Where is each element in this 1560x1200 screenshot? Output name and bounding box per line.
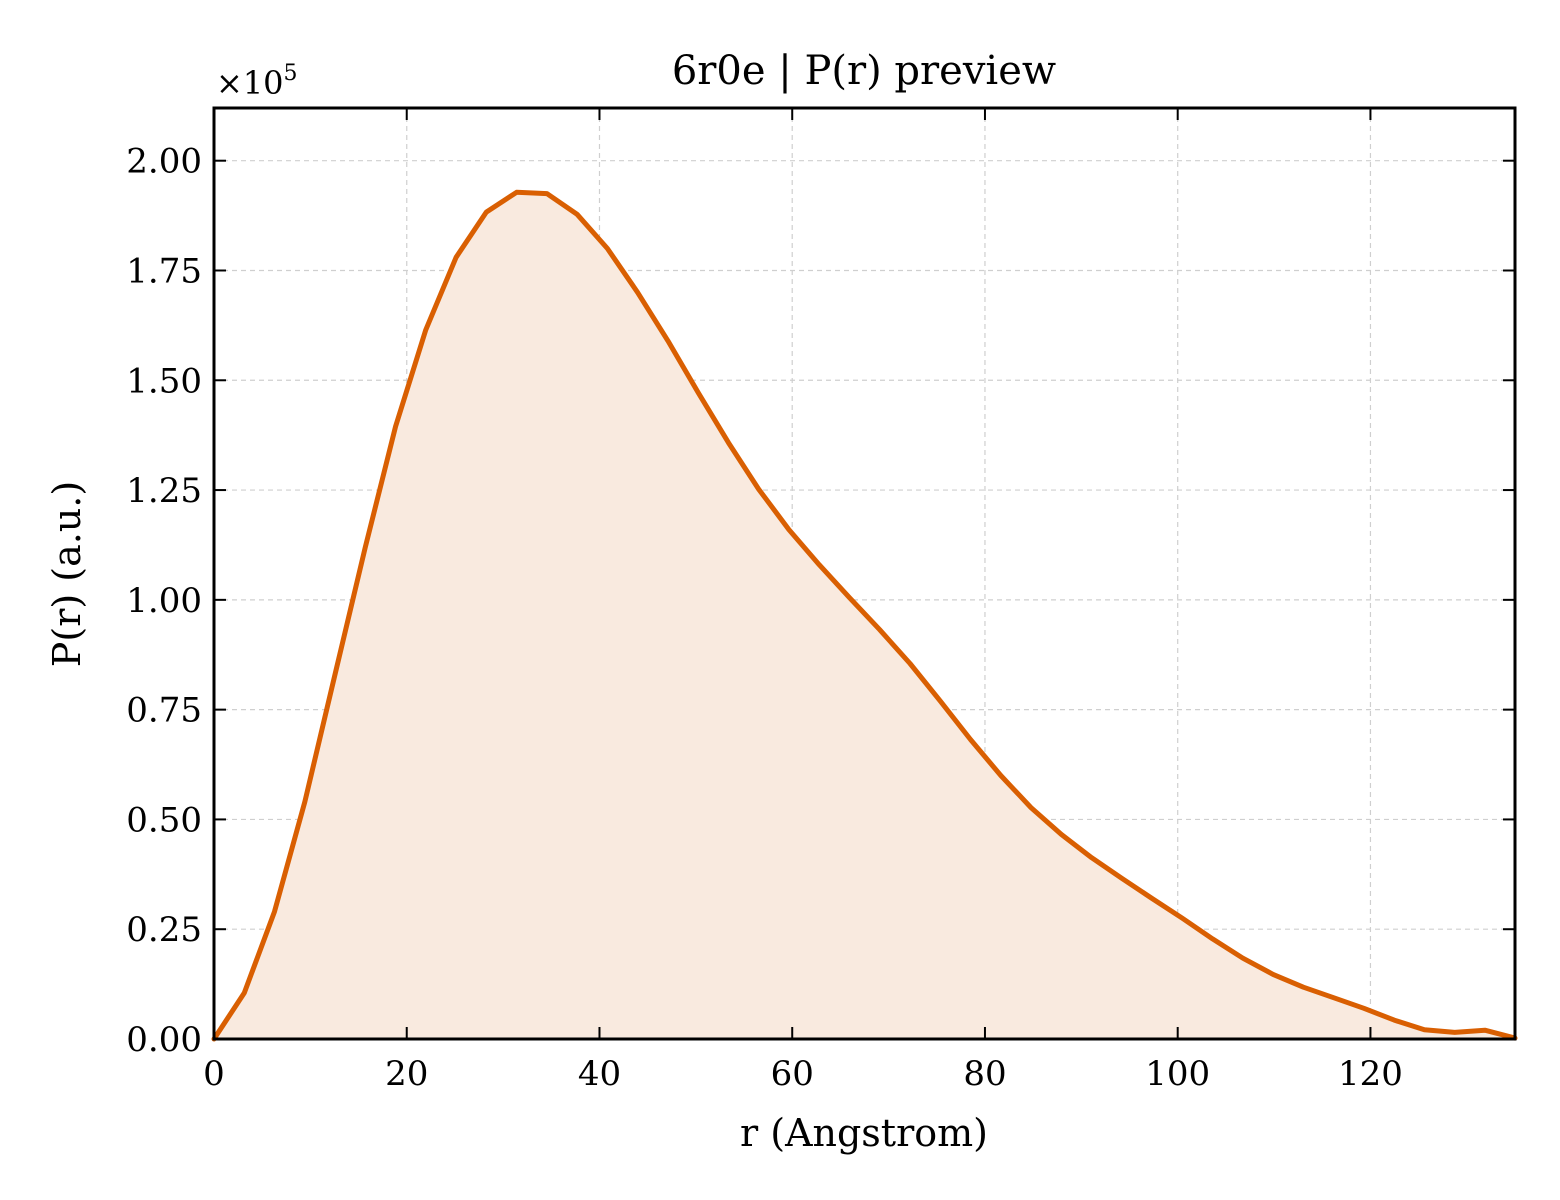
pr-line (211, 189, 1518, 1042)
x-tick-label: 120 (1338, 1054, 1403, 1094)
x-tick-label: 80 (963, 1054, 1006, 1094)
y-tick-label: 1.50 (126, 361, 202, 401)
y-offset-exponent: 5 (284, 61, 298, 86)
y-tick-label: 0.75 (126, 691, 202, 731)
chart-title: 6r0e | P(r) preview (672, 48, 1056, 94)
y-tick-label: 1.25 (126, 471, 202, 511)
y-axis-title: P(r) (a.u.) (45, 481, 89, 667)
plot-frame (212, 106, 1517, 1041)
y-offset-label: ×105 (216, 61, 298, 102)
y-offset-base: ×10 (216, 64, 284, 102)
y-tick-label: 0.25 (126, 910, 202, 950)
x-tick-label: 100 (1145, 1054, 1210, 1094)
y-tick-label: 0.00 (126, 1020, 202, 1060)
y-tick-labels: 0.00 0.25 0.50 0.75 1.00 1.25 1.50 1.75 2.00 (126, 142, 202, 1060)
x-tick-label: 0 (203, 1054, 225, 1094)
y-tick-label: 1.75 (126, 251, 202, 291)
x-tick-labels: 0 20 40 60 80 100 120 (203, 1054, 1403, 1094)
x-tick-label: 40 (578, 1054, 621, 1094)
x-tick-label: 60 (771, 1054, 814, 1094)
y-tick-label: 2.00 (126, 142, 202, 182)
y-tick-label: 0.50 (126, 800, 202, 840)
y-tick-label: 1.00 (126, 581, 202, 621)
x-axis-title: r (Angstrom) (740, 1111, 988, 1155)
x-tick-label: 20 (385, 1054, 428, 1094)
